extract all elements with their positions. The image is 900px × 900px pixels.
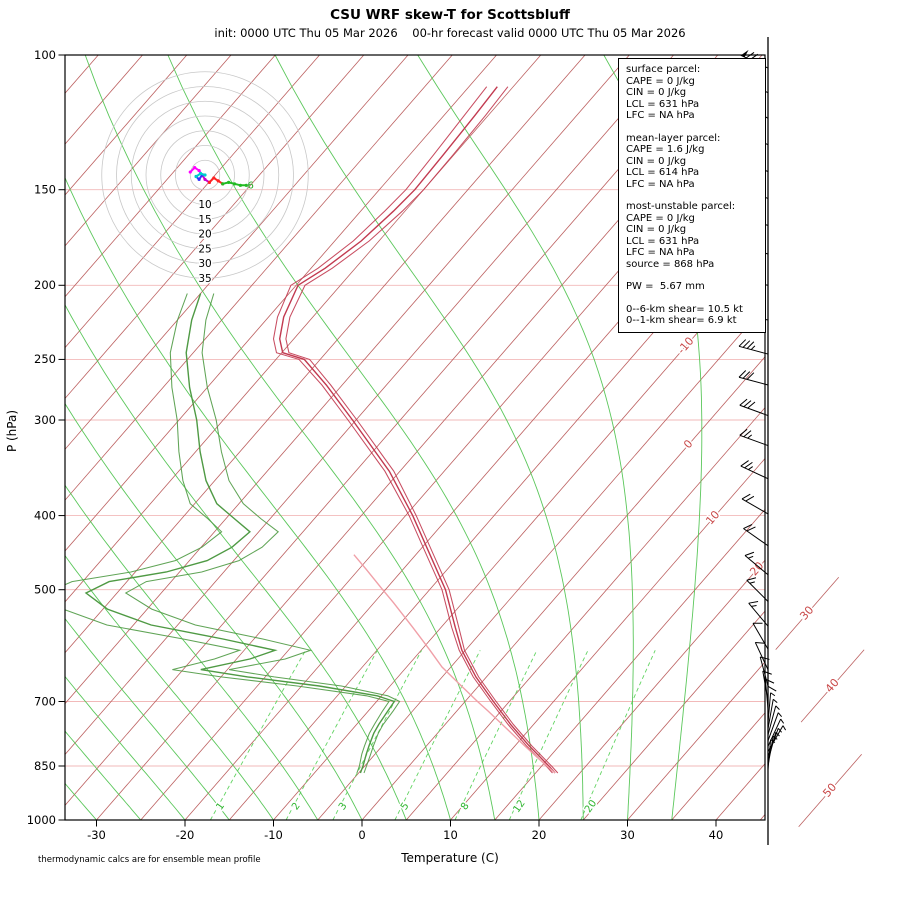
info-line: LFC = NA hPa bbox=[626, 110, 695, 121]
footnote: thermodynamic calcs are for ensemble mea… bbox=[38, 855, 261, 865]
info-spacer bbox=[626, 190, 758, 201]
info-line: 0--1-km shear= 6.9 kt bbox=[626, 315, 737, 326]
svg-text:100: 100 bbox=[34, 48, 56, 62]
info-line: CIN = 0 J/kg bbox=[626, 224, 687, 235]
svg-text:850: 850 bbox=[34, 759, 56, 773]
info-line: CIN = 0 J/kg bbox=[626, 87, 687, 98]
info-spacer bbox=[626, 270, 758, 281]
svg-text:2: 2 bbox=[290, 801, 303, 813]
svg-text:30: 30 bbox=[198, 258, 211, 270]
info-line: LCL = 631 hPa bbox=[626, 98, 700, 110]
info-spacer bbox=[626, 293, 758, 304]
svg-text:3: 3 bbox=[337, 801, 350, 813]
svg-text:500: 500 bbox=[34, 583, 56, 597]
svg-text:200: 200 bbox=[34, 278, 56, 292]
hodograph: 10 15 20 25 30 35 6 bbox=[101, 71, 309, 286]
info-spacer bbox=[626, 122, 758, 133]
svg-text:25: 25 bbox=[198, 243, 211, 255]
svg-text:5: 5 bbox=[399, 801, 412, 813]
svg-text:700: 700 bbox=[34, 694, 56, 708]
svg-text:12: 12 bbox=[511, 798, 527, 815]
svg-text:6: 6 bbox=[248, 180, 254, 191]
svg-text:20: 20 bbox=[198, 229, 211, 241]
y-axis-title: P (hPa) bbox=[5, 409, 19, 453]
info-line: CAPE = 0 J/kg bbox=[626, 212, 695, 224]
svg-text:40: 40 bbox=[709, 828, 724, 842]
svg-text:250: 250 bbox=[34, 352, 56, 366]
svg-text:20: 20 bbox=[532, 828, 547, 842]
svg-text:-30: -30 bbox=[87, 828, 106, 842]
svg-text:1: 1 bbox=[214, 801, 227, 813]
svg-text:300: 300 bbox=[34, 413, 56, 427]
info-line: LCL = 614 hPa bbox=[626, 167, 700, 178]
info-heading: most-unstable parcel: bbox=[626, 201, 736, 212]
info-heading: surface parcel: bbox=[626, 64, 701, 75]
info-line: CIN = 0 J/kg bbox=[626, 155, 687, 167]
svg-text:20: 20 bbox=[583, 798, 599, 815]
info-heading: mean-layer parcel: bbox=[626, 132, 721, 144]
plot-frame-axes: -30 -20 -10 0 10 20 30 40 100 150 200 250 300 400 500 7… bbox=[27, 48, 766, 842]
info-line: PW = 5.67 mm bbox=[626, 281, 705, 292]
svg-text:400: 400 bbox=[34, 508, 56, 522]
init-valid-subtitle: init: 0000 UTC Thu 05 Mar 2026 00-hr for… bbox=[214, 26, 686, 40]
parcel-info-box: surface parcel: CAPE = 0 J/kg CIN = 0 J/kg… bbox=[618, 58, 766, 333]
svg-text:10: 10 bbox=[198, 199, 211, 211]
svg-text:35: 35 bbox=[198, 273, 211, 285]
svg-text:-10: -10 bbox=[264, 828, 283, 842]
svg-text:-20: -20 bbox=[176, 828, 195, 842]
svg-text:0: 0 bbox=[358, 828, 365, 842]
svg-text:150: 150 bbox=[34, 183, 56, 197]
info-line: LFC = NA hPa bbox=[626, 247, 695, 258]
page-title: CSU WRF skew-T for Scottsbluff bbox=[330, 7, 570, 23]
x-axis-title: Temperature (C) bbox=[401, 851, 499, 865]
svg-text:1000: 1000 bbox=[27, 813, 56, 827]
svg-text:30: 30 bbox=[620, 828, 635, 842]
info-line: LFC = NA hPa bbox=[626, 178, 695, 190]
info-line: source = 868 hPa bbox=[626, 258, 715, 270]
svg-text:15: 15 bbox=[198, 214, 211, 226]
info-line: CAPE = 1.6 J/kg bbox=[626, 144, 705, 155]
info-line: 0--6-km shear= 10.5 kt bbox=[626, 303, 743, 315]
info-line: LCL = 631 hPa bbox=[626, 235, 700, 247]
sounding-curves bbox=[65, 86, 559, 774]
svg-text:10: 10 bbox=[443, 828, 458, 842]
info-line: CAPE = 0 J/kg bbox=[626, 75, 695, 87]
